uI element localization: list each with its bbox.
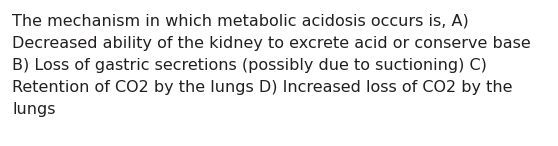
Text: Decreased ability of the kidney to excrete acid or conserve base: Decreased ability of the kidney to excre… (12, 36, 531, 51)
Text: B) Loss of gastric secretions (possibly due to suctioning) C): B) Loss of gastric secretions (possibly … (12, 58, 487, 73)
Text: Retention of CO2 by the lungs D) Increased loss of CO2 by the: Retention of CO2 by the lungs D) Increas… (12, 80, 512, 95)
Text: The mechanism in which metabolic acidosis occurs is, A): The mechanism in which metabolic acidosi… (12, 14, 469, 29)
Text: lungs: lungs (12, 102, 55, 117)
